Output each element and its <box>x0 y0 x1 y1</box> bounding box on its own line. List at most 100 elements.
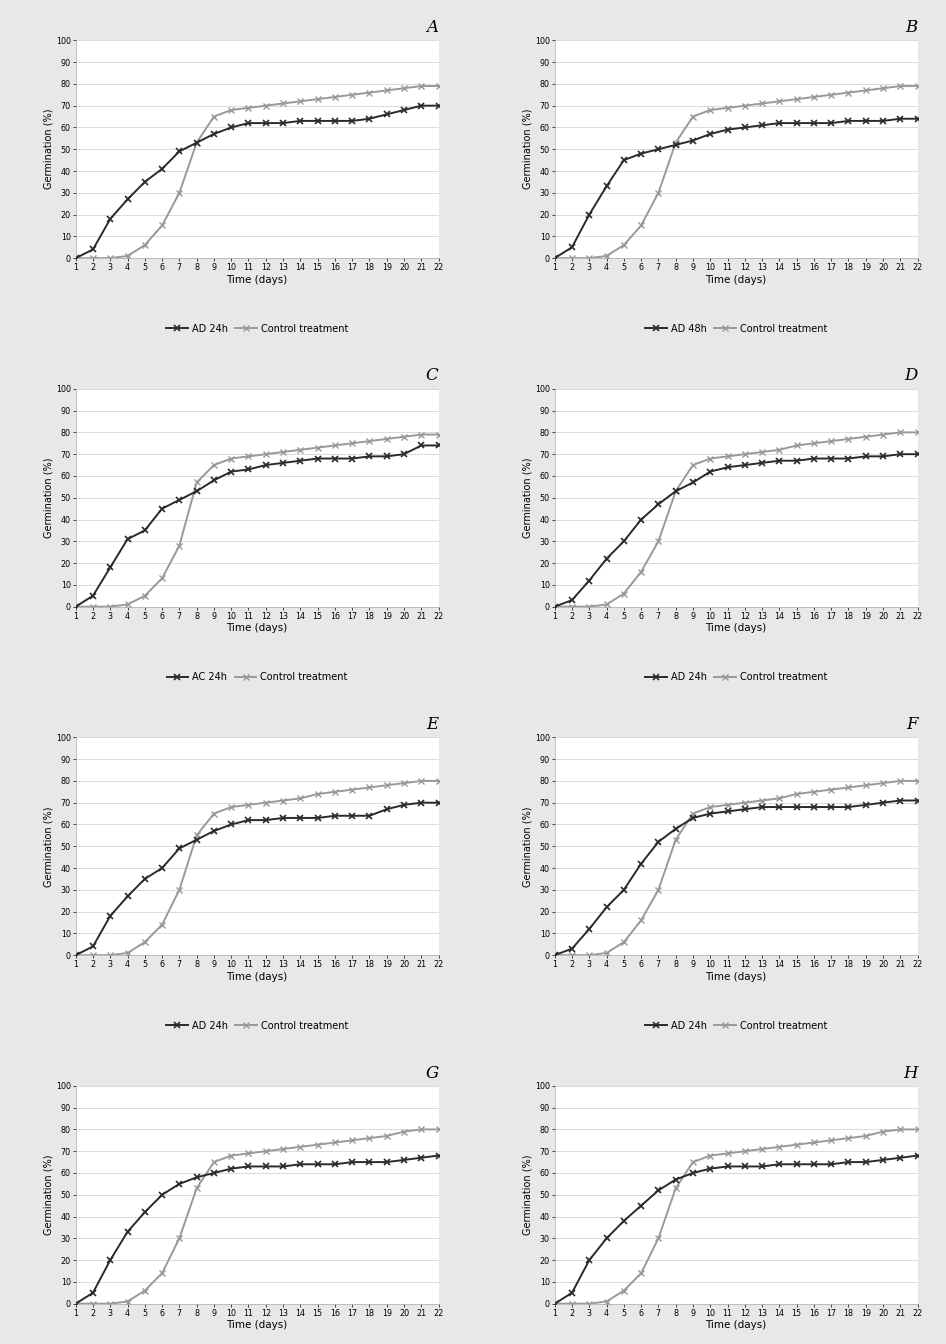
Line: AD 24h: AD 24h <box>552 452 920 610</box>
Control treatment <box>670 482 681 499</box>
AC 24h <box>398 446 410 462</box>
Control treatment <box>722 99 733 116</box>
AD 48h <box>688 133 699 149</box>
Control treatment <box>774 442 785 458</box>
Control treatment <box>722 797 733 813</box>
AD 24h <box>912 793 923 809</box>
Control treatment <box>791 786 802 802</box>
Control treatment <box>808 89 819 105</box>
AD 48h <box>774 116 785 132</box>
Control treatment <box>688 805 699 821</box>
Control treatment <box>653 882 664 898</box>
AD 24h <box>636 1198 647 1214</box>
Control treatment <box>260 446 272 462</box>
Control treatment <box>584 948 595 964</box>
AC 24h <box>243 461 254 477</box>
Control treatment <box>70 948 81 964</box>
Control treatment <box>398 429 410 445</box>
Control treatment <box>87 598 98 614</box>
Control treatment <box>567 1296 578 1312</box>
AD 24h <box>70 1296 81 1312</box>
AD 24h <box>381 1154 393 1171</box>
Control treatment <box>757 95 768 112</box>
Control treatment <box>843 85 854 101</box>
AD 24h <box>260 812 272 828</box>
Control treatment <box>87 1296 98 1312</box>
AD 48h <box>826 116 837 132</box>
AD 24h <box>601 1230 612 1246</box>
Control treatment <box>415 773 427 789</box>
Control treatment <box>757 444 768 460</box>
Control treatment <box>225 102 236 118</box>
AD 48h <box>601 179 612 195</box>
Control treatment <box>191 828 202 844</box>
Control treatment <box>912 773 923 789</box>
AD 24h <box>87 242 98 258</box>
AD 24h <box>877 449 888 465</box>
Control treatment <box>549 1296 560 1312</box>
Control treatment <box>139 237 150 253</box>
AD 24h <box>705 805 716 821</box>
Control treatment <box>433 78 445 94</box>
AD 24h <box>156 860 167 876</box>
Control treatment <box>415 426 427 442</box>
AD 24h <box>364 1154 376 1171</box>
Control treatment <box>843 431 854 448</box>
AD 24h <box>433 1148 445 1164</box>
AC 24h <box>156 500 167 516</box>
Legend: AD 48h, Control treatment: AD 48h, Control treatment <box>641 320 831 337</box>
Control treatment <box>636 218 647 234</box>
Control treatment <box>722 449 733 465</box>
AD 24h <box>739 1159 750 1175</box>
Control treatment <box>688 109 699 125</box>
AD 24h <box>156 1187 167 1203</box>
AD 24h <box>415 1149 427 1165</box>
X-axis label: Time (days): Time (days) <box>706 1320 767 1331</box>
AD 48h <box>567 239 578 255</box>
AD 24h <box>860 449 871 465</box>
Control treatment <box>415 78 427 94</box>
Control treatment <box>174 538 185 554</box>
Control treatment <box>277 793 289 809</box>
Control treatment <box>87 948 98 964</box>
AD 24h <box>174 1176 185 1192</box>
AD 24h <box>294 1156 306 1172</box>
AD 48h <box>549 250 560 266</box>
AC 24h <box>191 482 202 499</box>
AD 24h <box>722 804 733 820</box>
Control treatment <box>312 786 324 802</box>
Control treatment <box>808 435 819 452</box>
AD 24h <box>722 1159 733 1175</box>
AD 48h <box>877 113 888 129</box>
AC 24h <box>260 457 272 473</box>
Legend: AD 24h, Control treatment: AD 24h, Control treatment <box>641 1016 831 1035</box>
Control treatment <box>346 87 358 103</box>
Legend: AD 24h, Control treatment: AD 24h, Control treatment <box>163 320 352 337</box>
AD 24h <box>584 1253 595 1269</box>
Control treatment <box>843 1130 854 1146</box>
Control treatment <box>174 184 185 200</box>
Control treatment <box>653 1230 664 1246</box>
AD 24h <box>191 134 202 151</box>
AD 24h <box>567 941 578 957</box>
AD 24h <box>688 1165 699 1181</box>
Control treatment <box>294 442 306 458</box>
Control treatment <box>381 1128 393 1144</box>
Control treatment <box>722 1145 733 1161</box>
Text: E: E <box>427 716 439 732</box>
Control treatment <box>895 1121 906 1137</box>
Control treatment <box>636 913 647 929</box>
Line: Control treatment: Control treatment <box>73 431 442 610</box>
Control treatment <box>70 598 81 614</box>
AC 24h <box>225 464 236 480</box>
Control treatment <box>329 89 341 105</box>
Control treatment <box>618 586 629 602</box>
AD 48h <box>670 137 681 153</box>
Y-axis label: Germination (%): Germination (%) <box>43 1154 53 1235</box>
Control treatment <box>225 450 236 466</box>
AC 24h <box>433 437 445 453</box>
AD 24h <box>912 446 923 462</box>
AC 24h <box>312 450 324 466</box>
AD 24h <box>329 113 341 129</box>
AD 24h <box>912 1148 923 1164</box>
